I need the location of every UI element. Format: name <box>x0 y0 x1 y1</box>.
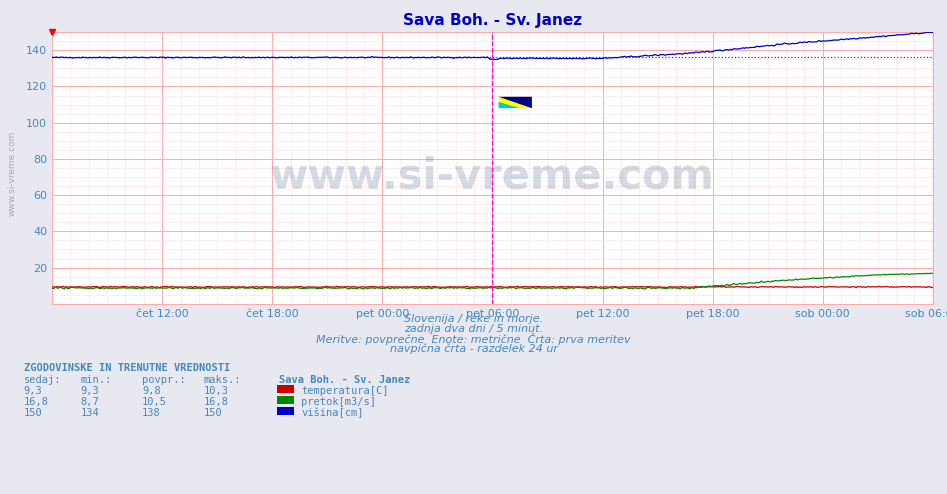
Text: Meritve: povprečne  Enote: metrične  Črta: prva meritev: Meritve: povprečne Enote: metrične Črta:… <box>316 333 631 345</box>
Text: povpr.:: povpr.: <box>142 375 186 385</box>
Text: 9,3: 9,3 <box>80 386 99 396</box>
Text: 150: 150 <box>204 408 223 418</box>
Text: sedaj:: sedaj: <box>24 375 62 385</box>
Text: temperatura[C]: temperatura[C] <box>301 386 388 396</box>
Text: navpična črta - razdelek 24 ur: navpična črta - razdelek 24 ur <box>389 343 558 354</box>
Text: 138: 138 <box>142 408 161 418</box>
Text: 10,3: 10,3 <box>204 386 228 396</box>
Text: min.:: min.: <box>80 375 112 385</box>
Polygon shape <box>499 97 532 108</box>
Bar <box>499 97 532 108</box>
Text: 10,5: 10,5 <box>142 397 167 407</box>
Text: maks.:: maks.: <box>204 375 241 385</box>
Text: 16,8: 16,8 <box>204 397 228 407</box>
Text: www.si-vreme.com: www.si-vreme.com <box>8 130 17 215</box>
Text: www.si-vreme.com: www.si-vreme.com <box>270 155 715 197</box>
Text: 9,3: 9,3 <box>24 386 43 396</box>
Text: 134: 134 <box>80 408 99 418</box>
Title: Sava Boh. - Sv. Janez: Sava Boh. - Sv. Janez <box>402 13 582 28</box>
Text: pretok[m3/s]: pretok[m3/s] <box>301 397 376 407</box>
Text: Sava Boh. - Sv. Janez: Sava Boh. - Sv. Janez <box>279 375 411 385</box>
Text: 150: 150 <box>24 408 43 418</box>
Text: ZGODOVINSKE IN TRENUTNE VREDNOSTI: ZGODOVINSKE IN TRENUTNE VREDNOSTI <box>24 363 230 373</box>
Polygon shape <box>499 102 519 108</box>
Text: Slovenija / reke in morje.: Slovenija / reke in morje. <box>404 314 543 324</box>
Text: 8,7: 8,7 <box>80 397 99 407</box>
Text: zadnja dva dni / 5 minut.: zadnja dva dni / 5 minut. <box>404 324 543 333</box>
Text: višina[cm]: višina[cm] <box>301 408 364 418</box>
Text: 9,8: 9,8 <box>142 386 161 396</box>
Text: 16,8: 16,8 <box>24 397 48 407</box>
